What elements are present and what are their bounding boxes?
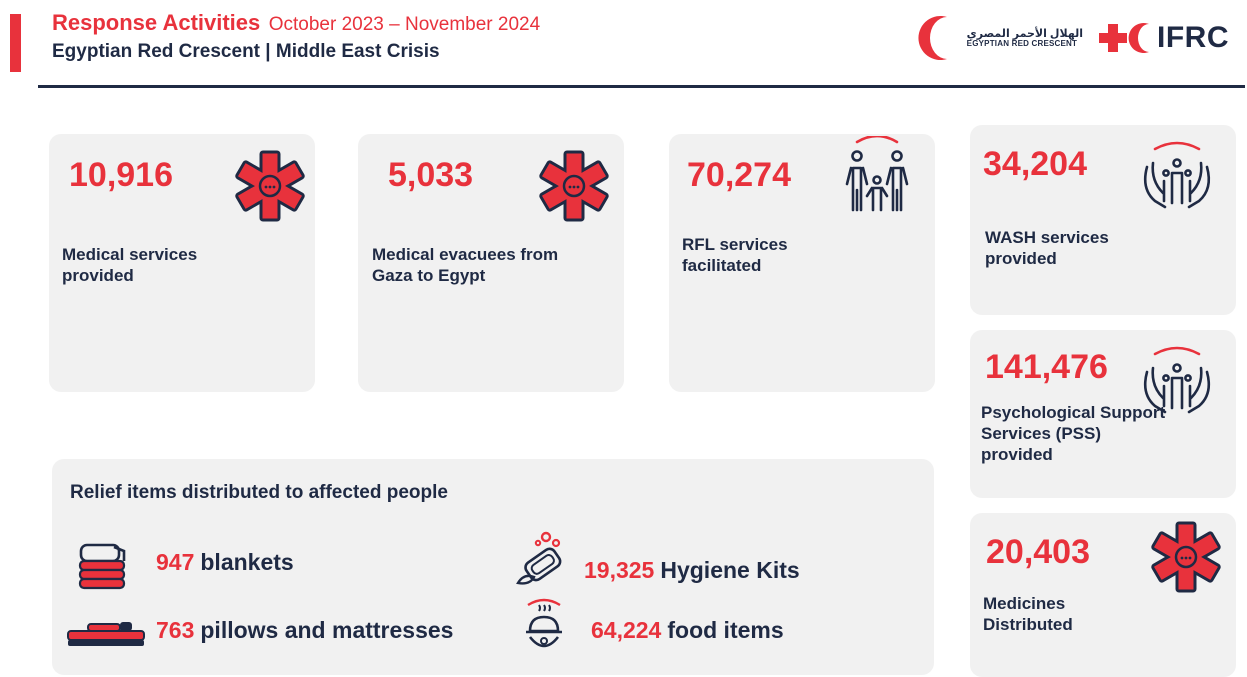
page-subtitle: Egyptian Red Crescent | Middle East Cris… bbox=[52, 41, 440, 62]
relief-item-food-items: 64,224 food items bbox=[591, 617, 784, 644]
ifrc-wordmark: IFRC bbox=[1157, 21, 1229, 54]
family-icon bbox=[845, 136, 909, 212]
relief-title: Relief items distributed to affected peo… bbox=[70, 482, 448, 503]
relief-value: 64,224 bbox=[591, 617, 662, 643]
crescent-icon bbox=[918, 16, 947, 61]
stat-value: 70,274 bbox=[687, 156, 791, 194]
stat-value: 141,476 bbox=[985, 348, 1108, 386]
mattress-icon bbox=[67, 622, 145, 646]
stat-label: WASH services provided bbox=[985, 228, 1109, 268]
relief-item-pillows-mattresses: 763 pillows and mattresses bbox=[156, 617, 453, 644]
food-bowl-icon bbox=[526, 598, 562, 648]
relief-label: pillows and mattresses bbox=[200, 617, 454, 643]
stat-card-medical-evacuees: 5,033 Medical evacuees from Gaza to Egyp… bbox=[358, 134, 624, 392]
erc-english-name: EGYPTIAN RED CRESCENT bbox=[966, 38, 1078, 48]
relief-value: 763 bbox=[156, 617, 195, 643]
page-title: Response Activities October 2023 – Novem… bbox=[52, 10, 540, 36]
relief-label: Hygiene Kits bbox=[660, 557, 800, 583]
accent-bar bbox=[10, 14, 21, 72]
header-divider bbox=[38, 85, 1245, 88]
stat-card-medicines: 20,403 Medicines Distributed bbox=[970, 513, 1236, 677]
stat-card-rfl-services: 70,274 RFL services facilitated bbox=[669, 134, 935, 392]
stat-value: 34,204 bbox=[983, 145, 1087, 183]
relief-item-hygiene-kits: 19,325 Hygiene Kits bbox=[584, 557, 800, 584]
hands-people-icon bbox=[1143, 141, 1211, 209]
title-date: October 2023 – November 2024 bbox=[268, 14, 541, 35]
star-of-life-icon bbox=[234, 150, 306, 222]
stat-label: Medicines Distributed bbox=[983, 594, 1073, 634]
relief-value: 19,325 bbox=[584, 557, 655, 583]
relief-label: food items bbox=[667, 617, 784, 643]
stat-card-wash-services: 34,204 WASH services provided bbox=[970, 125, 1236, 315]
relief-label: blankets bbox=[200, 549, 294, 575]
stat-label: Medical services provided bbox=[62, 245, 198, 285]
relief-value: 947 bbox=[156, 549, 195, 575]
stat-value: 10,916 bbox=[69, 156, 173, 194]
title-main: Response Activities bbox=[52, 10, 261, 35]
ifrc-logo: IFRC bbox=[1097, 21, 1229, 55]
cross-crescent-icon bbox=[1099, 23, 1149, 53]
erc-logo: الهلال الأحمر المصري EGYPTIAN RED CRESCE… bbox=[917, 14, 1083, 62]
logos: الهلال الأحمر المصري EGYPTIAN RED CRESCE… bbox=[917, 8, 1229, 68]
star-of-life-icon bbox=[1150, 521, 1222, 593]
relief-panel bbox=[52, 459, 934, 675]
hygiene-kit-icon bbox=[516, 531, 562, 585]
stat-label: Medical evacuees from Gaza to Egypt bbox=[372, 245, 559, 285]
stat-card-pss-services: 141,476 Psychological Support Services (… bbox=[970, 330, 1236, 498]
stat-value: 20,403 bbox=[986, 533, 1090, 571]
stat-card-medical-services: 10,916 Medical services provided bbox=[49, 134, 315, 392]
erc-arabic-name: الهلال الأحمر المصري bbox=[966, 27, 1083, 40]
blankets-icon bbox=[78, 543, 126, 590]
star-of-life-icon bbox=[538, 150, 610, 222]
stat-label: RFL services facilitated bbox=[682, 235, 788, 275]
stat-value: 5,033 bbox=[388, 156, 474, 194]
relief-item-blankets: 947 blankets bbox=[156, 549, 294, 576]
stat-label: Psychological Support Services (PSS) pro… bbox=[981, 403, 1166, 464]
